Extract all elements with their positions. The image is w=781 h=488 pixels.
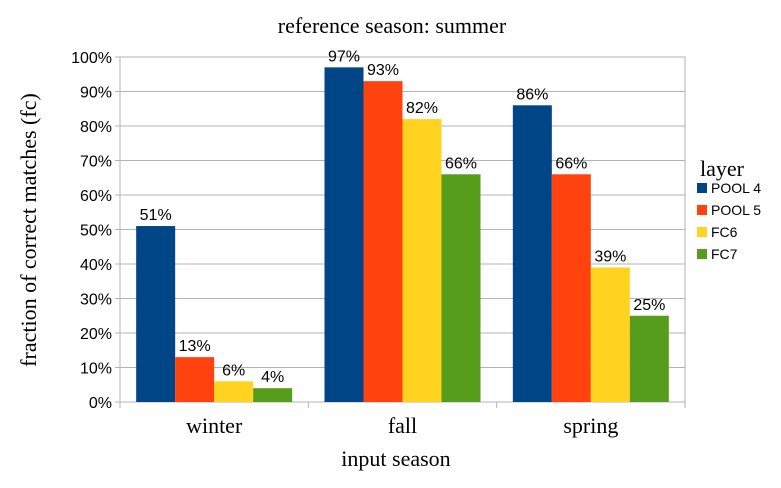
y-tick-label: 90% xyxy=(80,85,112,102)
bar-pool-5-winter xyxy=(175,357,215,402)
legend-title: layer xyxy=(700,156,745,181)
bar-fc6-winter xyxy=(214,381,254,402)
plot-area: 0% 10% 20% 30% 40% 50% 60% 70% 80% 90% 100% 51% 13% 6… xyxy=(71,48,686,438)
bar-fc6-fall xyxy=(402,119,442,402)
bar-pool-4-winter xyxy=(136,226,176,402)
chart-title: reference season: summer xyxy=(278,13,507,38)
bar-pool-4-spring xyxy=(512,105,552,403)
legend-swatch xyxy=(697,205,707,215)
data-label: 97% xyxy=(328,48,360,65)
legend-swatch xyxy=(697,227,707,237)
legend-label: FC6 xyxy=(711,224,738,240)
legend-swatch xyxy=(697,249,707,259)
data-label: 66% xyxy=(555,155,587,172)
y-tick-label: 70% xyxy=(80,154,112,171)
y-tick-label: 80% xyxy=(80,119,112,136)
bar-fc7-winter xyxy=(253,388,293,402)
y-tick-label: 0% xyxy=(89,395,112,412)
legend: layer POOL 4 POOL 5 FC6 FC7 xyxy=(697,156,761,262)
x-axis-title: input season xyxy=(341,446,450,471)
legend-label: POOL 4 xyxy=(711,180,761,196)
data-label: 13% xyxy=(179,338,211,355)
data-label: 86% xyxy=(516,86,548,103)
y-tick-label: 50% xyxy=(80,223,112,240)
bar-pool-5-spring xyxy=(551,174,591,402)
bar-pool-4-fall xyxy=(324,67,364,402)
y-tick-label: 100% xyxy=(71,50,112,67)
data-label: 66% xyxy=(445,155,477,172)
bar-pool-5-fall xyxy=(363,81,403,403)
data-label: 4% xyxy=(261,369,284,386)
data-label: 6% xyxy=(222,362,245,379)
y-tick-label: 40% xyxy=(80,257,112,274)
y-tick-label: 20% xyxy=(80,326,112,343)
data-label: 25% xyxy=(633,297,665,314)
data-label: 93% xyxy=(367,62,399,79)
legend-label: FC7 xyxy=(711,246,738,262)
y-tick-label: 10% xyxy=(80,361,112,378)
x-tick-label: winter xyxy=(186,413,243,438)
data-label: 82% xyxy=(406,100,438,117)
data-label: 51% xyxy=(140,207,172,224)
legend-swatch xyxy=(697,183,707,193)
bar-fc7-spring xyxy=(629,315,669,402)
bar-fc6-spring xyxy=(590,267,630,402)
y-tick-label: 60% xyxy=(80,188,112,205)
x-tick-label: spring xyxy=(563,413,618,438)
bar-fc7-fall xyxy=(441,174,481,402)
data-label: 39% xyxy=(594,248,626,265)
y-axis-title: fraction of correct matches (fc) xyxy=(16,93,41,367)
y-tick-label: 30% xyxy=(80,292,112,309)
x-tick-label: fall xyxy=(388,413,417,438)
legend-label: POOL 5 xyxy=(711,202,761,218)
